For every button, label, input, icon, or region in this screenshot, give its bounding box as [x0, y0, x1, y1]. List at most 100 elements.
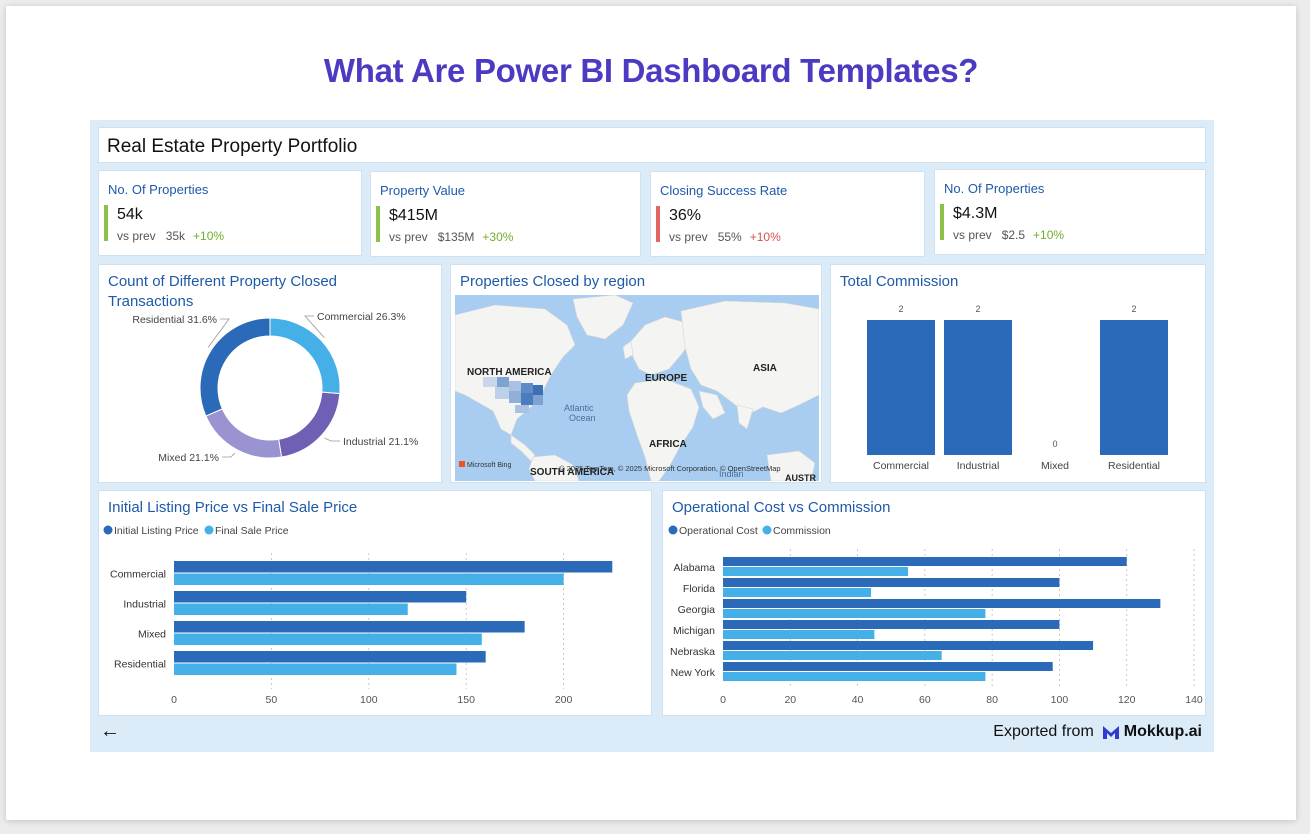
legend-label: Initial Listing Price [114, 525, 199, 537]
kpi-vs-label: vs prev [953, 228, 992, 242]
bar [174, 603, 408, 615]
kpi-vs-label: vs prev [669, 230, 708, 244]
map-title: Properties Closed by region [460, 273, 646, 290]
commission-category-label: Industrial [957, 460, 1000, 472]
map-label: AFRICA [649, 439, 687, 450]
bar [174, 651, 486, 663]
bar [723, 609, 986, 618]
mokkup-logo[interactable]: Mokkup.ai [1102, 723, 1202, 741]
x-tick-label: 0 [171, 694, 177, 706]
dashboard-header: Real Estate Property Portfolio [98, 127, 1206, 163]
bar [723, 672, 986, 681]
donut-slice [199, 317, 271, 417]
commission-category-label: Residential [1108, 460, 1160, 472]
category-label: Industrial [123, 599, 166, 611]
map-label: EUROPE [645, 373, 688, 384]
legend-marker [204, 525, 214, 535]
bar [174, 621, 525, 633]
kpi-title: Property Value [380, 183, 466, 198]
commission-data-label: 2 [975, 304, 980, 314]
x-tick-label: 140 [1185, 694, 1203, 706]
x-tick-label: 100 [360, 694, 378, 706]
category-label: Mixed [138, 629, 166, 641]
donut-leader-line [207, 318, 230, 348]
donut-leader-line [304, 315, 325, 339]
commission-panel: Total Commission 2 Commercial 2 Industrial 0… [830, 264, 1206, 483]
map-label: AUSTR [785, 473, 816, 481]
kpi-vs-label: vs prev [117, 229, 156, 243]
category-label: Commercial [110, 569, 166, 581]
kpi-prev-value: $135M [437, 230, 475, 244]
kpi-vs-label: vs prev [389, 230, 428, 244]
kpi-value: $4.3M [953, 205, 998, 222]
x-tick-label: 40 [852, 694, 864, 706]
opcost-bar-chart[interactable]: Operational Cost Commission 0 20 40 60 80 100 12… [663, 491, 1205, 715]
bar [723, 578, 1060, 587]
map-label: NORTH AMERICA [467, 367, 552, 378]
commission-bar-chart[interactable]: 2 Commercial 2 Industrial 0 Mixed 2 Residential [831, 265, 1205, 482]
donut-label: Residential 31.6% [132, 314, 217, 326]
bar [723, 599, 1161, 608]
bar [174, 591, 467, 603]
bar [174, 663, 457, 675]
legend-label: Final Sale Price [215, 525, 289, 537]
map-attribution[interactable]: © 2025 TomTom, © 2025 Microsoft Corporat… [559, 464, 781, 473]
opcost-title: Operational Cost vs Commission [672, 499, 891, 516]
kpi-title: No. Of Properties [944, 181, 1045, 196]
legend-marker [103, 525, 113, 535]
donut-chart[interactable]: Commercial 26.3% Industrial 21.1% Mixed 21… [99, 265, 441, 482]
listing-bar-chart[interactable]: Initial Listing Price Final Sale Price 0 50… [99, 491, 651, 715]
kpi-status-bar [656, 206, 660, 242]
donut-leader-line [222, 452, 236, 458]
bar [723, 641, 1094, 650]
bar [174, 633, 482, 645]
us-region-highlight [483, 377, 543, 413]
donut-slice [269, 317, 341, 395]
legend-marker [668, 525, 678, 535]
category-label: Residential [114, 659, 166, 671]
donut-leader-line [324, 437, 340, 442]
exported-from-label: Exported from [993, 723, 1094, 740]
donut-title: Count of Different Property Closed Trans… [108, 273, 338, 310]
donut-panel: Count of Different Property Closed Trans… [98, 264, 442, 483]
kpi-value: $415M [389, 207, 438, 224]
landmass [455, 295, 819, 481]
kpi-change: +30% [482, 230, 514, 244]
x-tick-label: 100 [1051, 694, 1069, 706]
commission-data-label: 2 [1131, 304, 1136, 314]
kpi-prev-value: $2.5 [1001, 228, 1026, 242]
mokkup-logo-icon [1102, 726, 1119, 739]
commission-bar [944, 320, 1012, 455]
category-label: New York [671, 667, 716, 679]
back-arrow-icon[interactable]: ← [100, 720, 120, 742]
bar [174, 573, 564, 585]
x-tick-label: 20 [784, 694, 796, 706]
map-label: SOUTH AMERICA [530, 467, 615, 478]
donut-slice [205, 408, 283, 459]
x-tick-label: 80 [986, 694, 998, 706]
commission-category-label: Commercial [873, 460, 929, 472]
donut-label: Mixed 21.1% [158, 452, 219, 464]
commission-bar [1100, 320, 1168, 455]
kpi-status-bar [940, 204, 944, 240]
kpi-card-closing-rate[interactable]: Closing Success Rate 36% vs prev 55% +10% [650, 171, 925, 257]
bar [723, 567, 909, 576]
kpi-card-properties[interactable]: No. Of Properties 54k vs prev 35k +10% [98, 170, 362, 256]
bar [723, 557, 1127, 566]
kpi-change: +10% [749, 230, 781, 244]
opcost-panel: Operational Cost vs Commission Operation… [662, 490, 1206, 716]
kpi-status-bar [376, 206, 380, 242]
kpi-card-property-value[interactable]: Property Value $415M vs prev $135M +30% [370, 171, 641, 257]
map-panel: Properties Closed by region [450, 264, 822, 483]
export-credit: Exported from Mokkup.ai [993, 723, 1202, 741]
world-map[interactable]: NORTH AMERICA EUROPE ASIA Atlantic Ocean… [455, 295, 819, 481]
commission-data-label: 0 [1052, 439, 1057, 449]
x-tick-label: 50 [266, 694, 278, 706]
kpi-title: Closing Success Rate [660, 183, 788, 198]
category-label: Florida [683, 583, 715, 595]
kpi-card-commission[interactable]: No. Of Properties $4.3M vs prev $2.5 +10% [934, 169, 1206, 255]
dashboard: Real Estate Property Portfolio No. Of Pr… [90, 120, 1214, 752]
map-label: Indian [719, 469, 744, 479]
bar [723, 588, 872, 597]
bar [723, 630, 875, 639]
